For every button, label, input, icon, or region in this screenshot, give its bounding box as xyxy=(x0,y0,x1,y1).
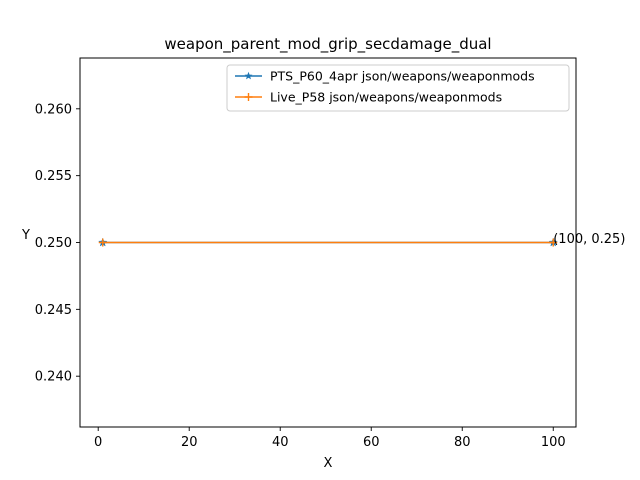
annotation-layer: (100, 0.25) xyxy=(553,232,625,247)
plot-frame xyxy=(79,57,577,428)
y-tick-label: 0.260 xyxy=(35,102,72,117)
x-tick-label: 40 xyxy=(272,435,289,450)
x-tick-label: 0 xyxy=(94,435,102,450)
series-layer xyxy=(98,237,558,247)
point-annotation: (100, 0.25) xyxy=(553,232,625,247)
legend-label-live: Live_P58 json/weapons/weaponmods xyxy=(270,90,502,105)
legend-box xyxy=(226,64,570,112)
y-tick-label: 0.245 xyxy=(35,303,72,318)
data-point-plus xyxy=(98,238,107,247)
legend-star-icon xyxy=(244,71,253,80)
x-tick-label: 100 xyxy=(541,435,566,450)
legend: PTS_P60_4apr json/weapons/weaponmods Liv… xyxy=(226,64,570,112)
y-tick-label: 0.250 xyxy=(35,236,72,251)
chart-title: weapon_parent_mod_grip_secdamage_dual xyxy=(164,35,491,54)
x-axis-label: X xyxy=(324,456,333,471)
x-tick-label: 80 xyxy=(454,435,471,450)
data-point-plus xyxy=(549,238,558,247)
tick-layer: 0 20 40 60 80 100 0.240 0.245 0.250 0.255 0.260 xyxy=(35,102,566,450)
y-tick-label: 0.255 xyxy=(35,169,72,184)
legend-label-pts: PTS_P60_4apr json/weapons/weaponmods xyxy=(270,69,535,84)
x-tick-label: 20 xyxy=(181,435,198,450)
y-axis-label: Y xyxy=(21,228,30,243)
y-tick-label: 0.240 xyxy=(35,370,72,385)
x-tick-label: 60 xyxy=(363,435,380,450)
legend-plus-icon xyxy=(244,93,253,101)
